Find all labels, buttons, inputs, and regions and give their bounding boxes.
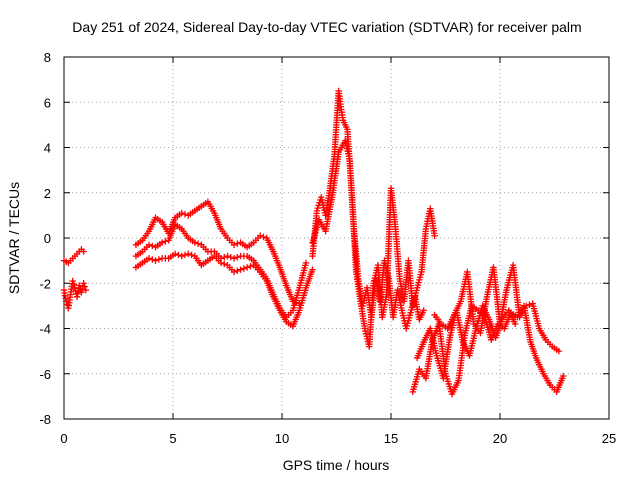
data-point xyxy=(185,250,192,258)
x-tick-label: 5 xyxy=(169,431,176,446)
data-point xyxy=(230,268,238,276)
data-point xyxy=(155,256,163,263)
data-point xyxy=(70,281,78,288)
data-point xyxy=(237,266,244,273)
data-point xyxy=(62,298,70,305)
data-point xyxy=(178,209,185,217)
data-point xyxy=(191,239,198,246)
y-tick-label: 6 xyxy=(44,95,51,110)
y-tick-label: 8 xyxy=(44,50,51,65)
data-point xyxy=(162,238,169,245)
series-sat-j xyxy=(413,302,519,382)
plot-frame xyxy=(63,56,610,420)
data-point xyxy=(145,241,153,248)
data-point xyxy=(257,232,264,239)
data-point xyxy=(240,265,248,272)
data-point xyxy=(227,254,234,261)
data-point xyxy=(526,301,533,308)
series-sat-d xyxy=(132,221,310,321)
chart-title: Day 251 of 2024, Sidereal Day-to-day VTE… xyxy=(72,19,581,35)
x-tick-label: 10 xyxy=(275,431,289,446)
data-point xyxy=(80,280,87,287)
series-sat-a xyxy=(60,246,87,267)
data-point xyxy=(194,240,202,247)
data-point xyxy=(171,250,179,258)
x-tick-labels: 0 5 10 15 20 25 xyxy=(60,431,616,446)
data-points xyxy=(60,87,567,398)
y-tick-label: -4 xyxy=(39,322,51,337)
data-point xyxy=(145,255,153,262)
data-point xyxy=(420,307,427,314)
series-sat-c xyxy=(132,198,303,307)
data-point xyxy=(69,277,76,285)
data-point xyxy=(81,283,88,290)
x-axis-title: GPS time / hours xyxy=(283,457,390,473)
data-point xyxy=(230,255,238,262)
data-point xyxy=(243,264,251,271)
x-tick-label: 0 xyxy=(60,431,67,446)
data-point xyxy=(221,254,228,261)
data-point xyxy=(247,263,254,270)
data-point xyxy=(78,289,85,296)
y-tick-labels: -8 -6 -4 -2 0 2 4 6 8 xyxy=(39,50,51,427)
data-point xyxy=(309,266,316,273)
data-point xyxy=(431,232,438,239)
data-point xyxy=(181,251,189,259)
data-point xyxy=(234,240,241,247)
data-point xyxy=(302,259,310,267)
grid xyxy=(64,57,609,419)
data-point xyxy=(152,257,159,264)
data-point xyxy=(178,252,185,260)
series-sat-e xyxy=(132,250,316,330)
data-point xyxy=(522,302,530,310)
data-point xyxy=(158,239,166,246)
data-point xyxy=(234,254,241,261)
data-point xyxy=(80,248,87,255)
data-point xyxy=(82,286,89,294)
data-point xyxy=(224,252,231,260)
data-point xyxy=(555,347,563,355)
y-tick-label: 4 xyxy=(44,141,51,156)
data-point xyxy=(512,320,519,328)
y-tick-label: -2 xyxy=(39,276,51,291)
y-tick-label: -6 xyxy=(39,367,51,382)
data-point xyxy=(188,251,195,259)
data-point xyxy=(76,282,83,289)
data-point xyxy=(221,260,228,268)
x-tick-label: 15 xyxy=(384,431,398,446)
y-tick-label: -8 xyxy=(39,412,51,427)
data-point xyxy=(230,241,238,248)
data-point xyxy=(149,242,156,250)
data-point xyxy=(175,251,182,259)
x-tick-label: 25 xyxy=(602,431,616,446)
x-tick-label: 20 xyxy=(493,431,507,446)
series-sat-g xyxy=(309,137,427,332)
data-point xyxy=(181,211,189,218)
series-sat-b xyxy=(60,277,89,312)
data-point xyxy=(149,256,156,263)
y-tick-label: 2 xyxy=(44,186,51,201)
y-axis-title: SDTVAR / TECUs xyxy=(6,182,22,294)
data-point xyxy=(234,267,241,275)
y-tick-label: 0 xyxy=(44,231,51,246)
data-point xyxy=(560,372,567,380)
data-point xyxy=(260,233,267,241)
data-point xyxy=(217,259,225,267)
